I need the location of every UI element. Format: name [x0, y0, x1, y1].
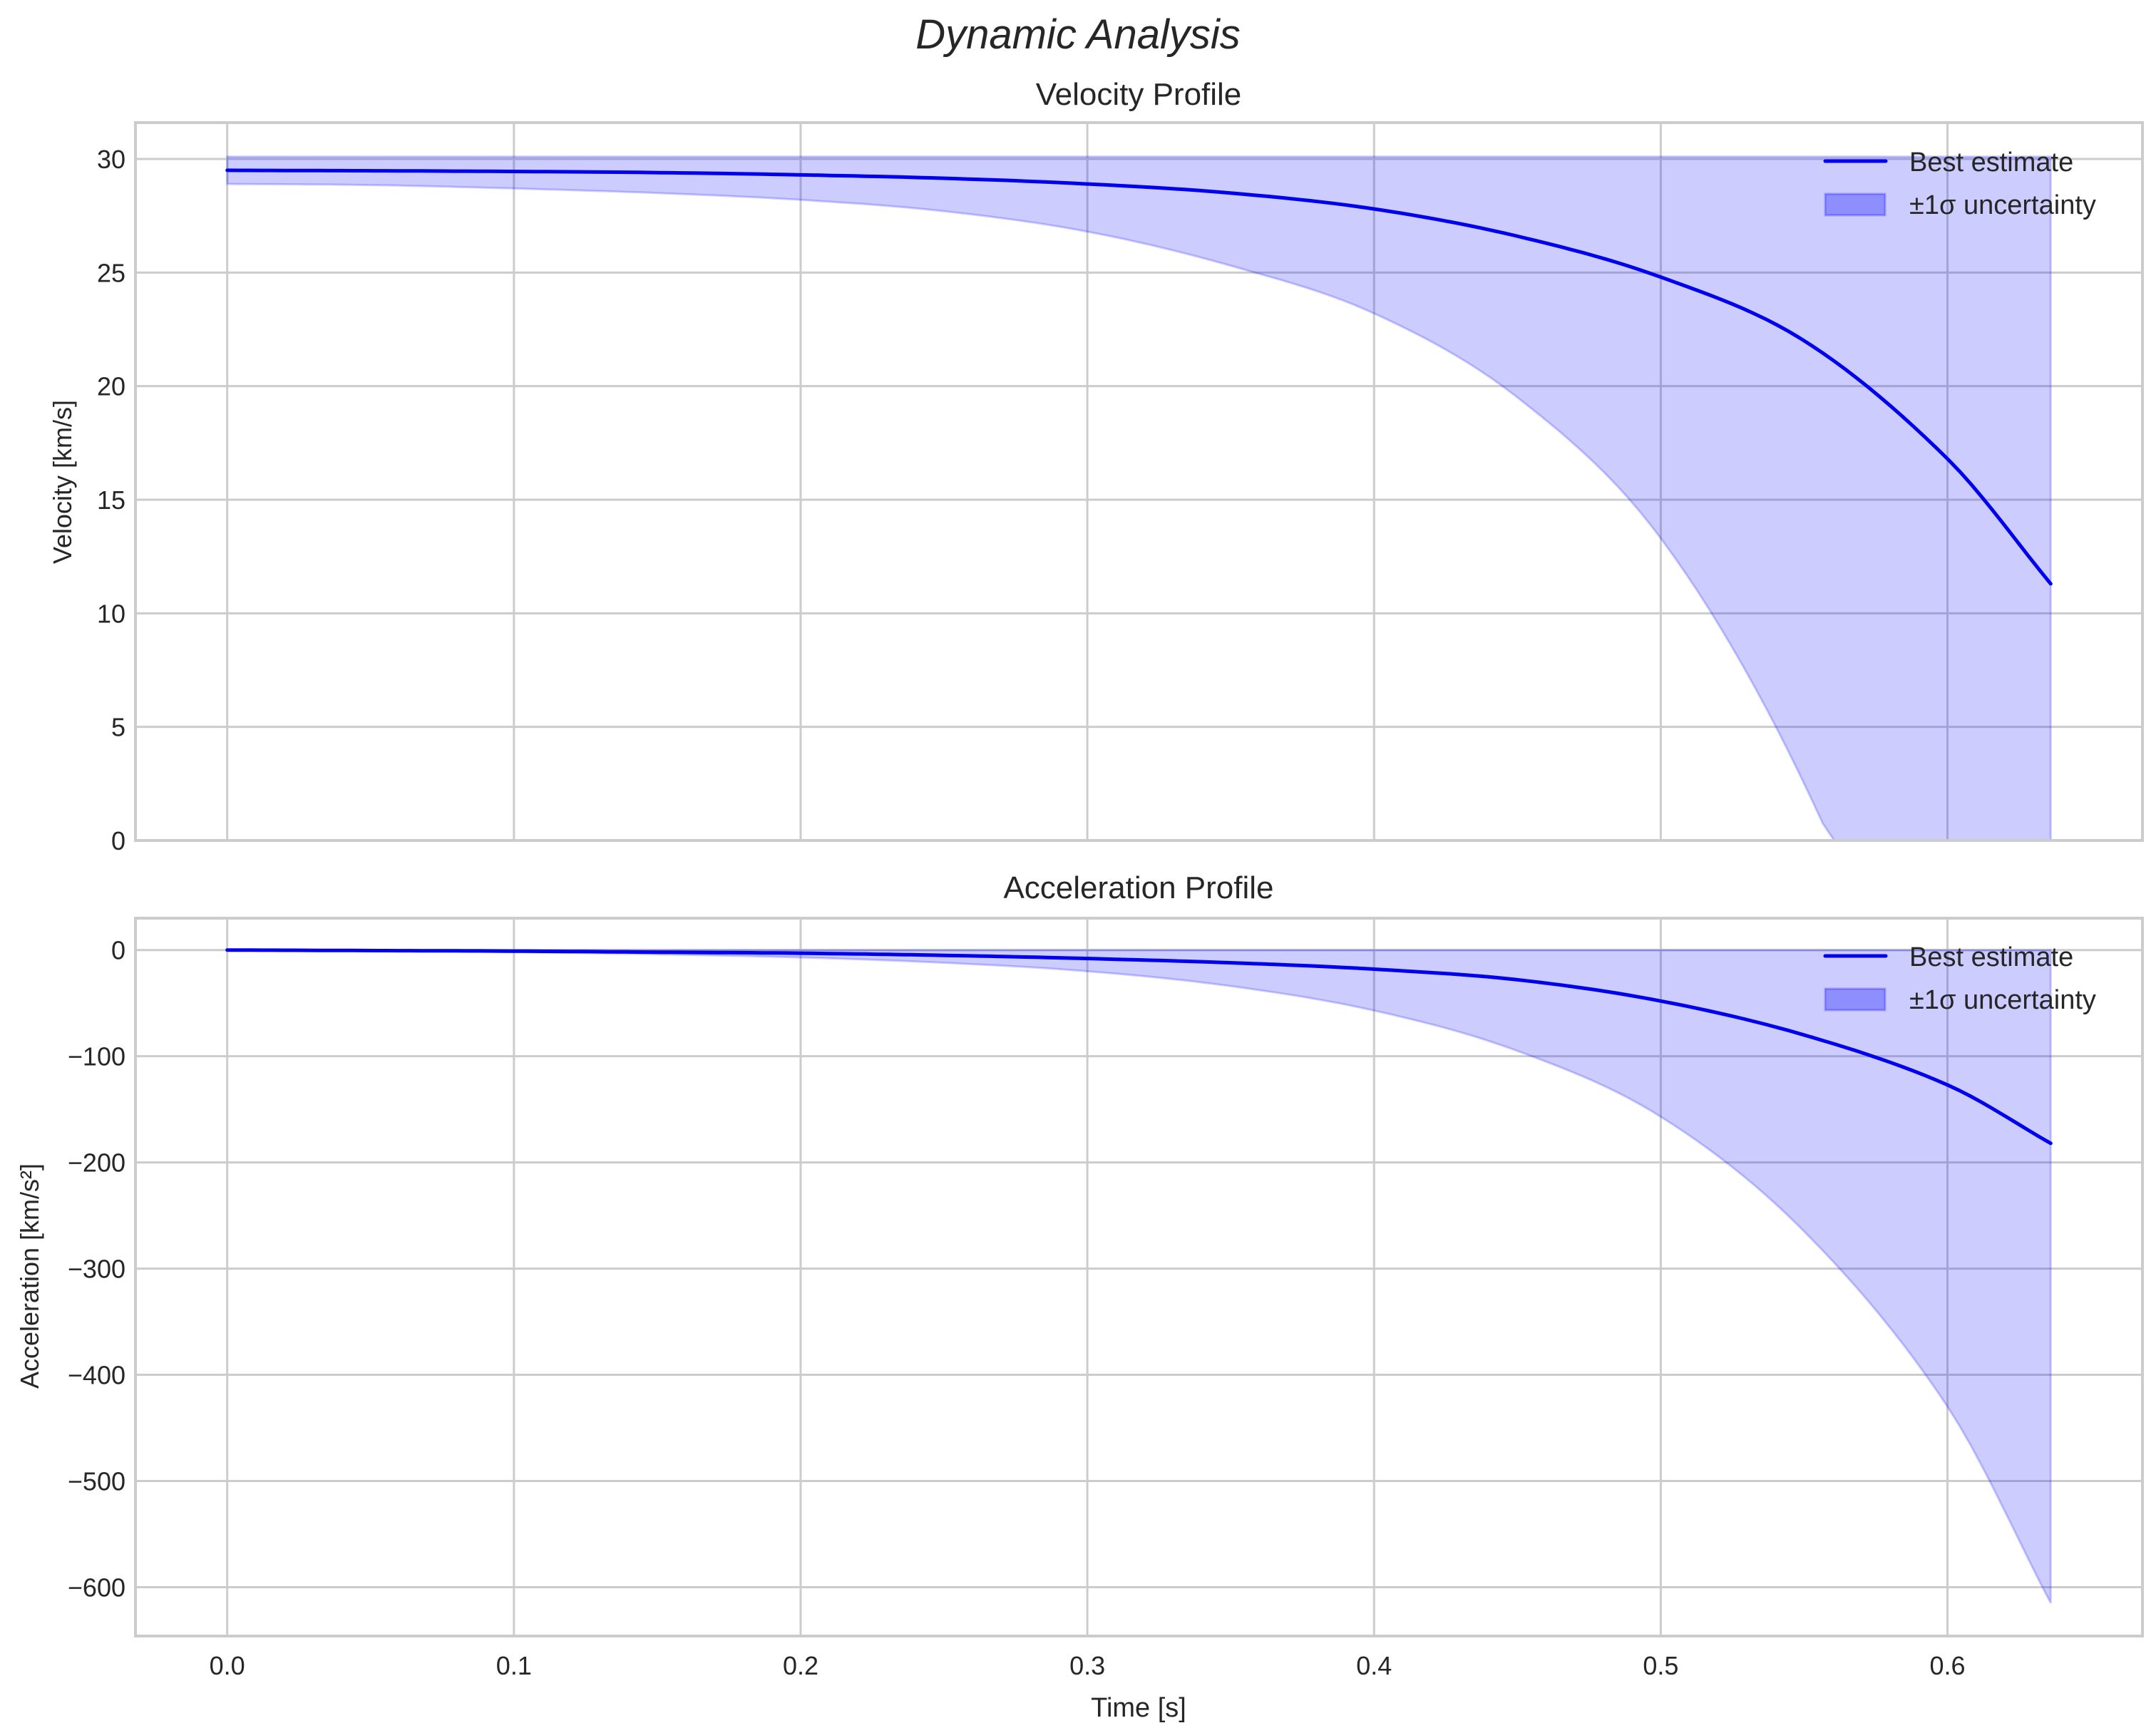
- y-tick-label: −500: [68, 1467, 125, 1496]
- y-tick-label: −200: [68, 1148, 125, 1178]
- legend-label-best-estimate: Best estimate: [1909, 148, 2073, 178]
- y-tick-label: 20: [97, 372, 125, 401]
- acceleration-y-tick-labels: 0 −100 −200 −300 −400 −500 −600: [68, 936, 125, 1603]
- legend-band-swatch-icon: [1824, 987, 1886, 1012]
- acceleration-uncertainty-band: [227, 949, 2052, 1604]
- acceleration-best-estimate-line: [225, 948, 2053, 1146]
- figure-title: Dynamic Analysis: [915, 11, 1241, 58]
- x-tick-label: 0.2: [783, 1651, 818, 1680]
- acceleration-panel-title: Acceleration Profile: [1003, 870, 1273, 905]
- acceleration-panel: Acceleration Profile 0 −100 −200 −300 −400 −5…: [15, 870, 2144, 1723]
- x-tick-label: 0.3: [1069, 1651, 1105, 1680]
- y-tick-label: 5: [111, 713, 125, 742]
- acceleration-grid: [135, 918, 2142, 1636]
- legend-band-swatch-icon: [1824, 192, 1886, 217]
- velocity-y-axis-label: Velocity [km/s]: [48, 400, 77, 564]
- velocity-panel-title: Velocity Profile: [1036, 77, 1242, 112]
- velocity-grid: [135, 123, 2142, 842]
- acceleration-y-axis-label: Acceleration [km/s²]: [15, 1163, 44, 1389]
- x-axis-label: Time [s]: [1091, 1693, 1186, 1723]
- y-tick-label: 15: [97, 485, 125, 515]
- legend-label-uncertainty: ±1σ uncertainty: [1909, 190, 2096, 220]
- legend-label-best-estimate: Best estimate: [1909, 942, 2073, 972]
- velocity-panel: Velocity Profile 0 5 10 15 20 25 30 Velocity […: [48, 77, 2144, 855]
- legend-label-uncertainty: ±1σ uncertainty: [1909, 985, 2096, 1015]
- x-tick-label: 0.5: [1643, 1651, 1678, 1680]
- velocity-uncertainty-band: [226, 155, 2052, 842]
- x-tick-label: 0.0: [210, 1651, 245, 1680]
- velocity-legend: Best estimate ±1σ uncertainty: [1823, 148, 2096, 220]
- y-tick-label: −600: [68, 1573, 125, 1602]
- y-tick-label: 10: [97, 599, 125, 628]
- acceleration-axes-frame: [134, 917, 2144, 1637]
- best-estimate-path: [225, 168, 2053, 586]
- uncertainty-band-area: [226, 155, 2052, 842]
- best-estimate-path: [225, 948, 2053, 1146]
- x-tick-label: 0.4: [1356, 1651, 1392, 1680]
- y-tick-label: −300: [68, 1255, 125, 1284]
- x-tick-label: 0.6: [1930, 1651, 1966, 1680]
- y-tick-label: 0: [111, 936, 125, 965]
- velocity-best-estimate-line: [225, 168, 2053, 586]
- acceleration-legend: Best estimate ±1σ uncertainty: [1823, 942, 2096, 1015]
- y-tick-label: 25: [97, 258, 125, 287]
- velocity-y-tick-labels: 0 5 10 15 20 25 30: [97, 145, 125, 855]
- velocity-axes-frame: [134, 121, 2144, 842]
- uncertainty-band-area: [227, 949, 2052, 1604]
- y-tick-label: 0: [111, 826, 125, 855]
- y-tick-label: −100: [68, 1042, 125, 1071]
- x-tick-labels: 0.0 0.1 0.2 0.3 0.4 0.5 0.6: [210, 1651, 1966, 1680]
- x-tick-label: 0.1: [496, 1651, 532, 1680]
- y-tick-label: 30: [97, 145, 125, 174]
- y-tick-label: −400: [68, 1361, 125, 1390]
